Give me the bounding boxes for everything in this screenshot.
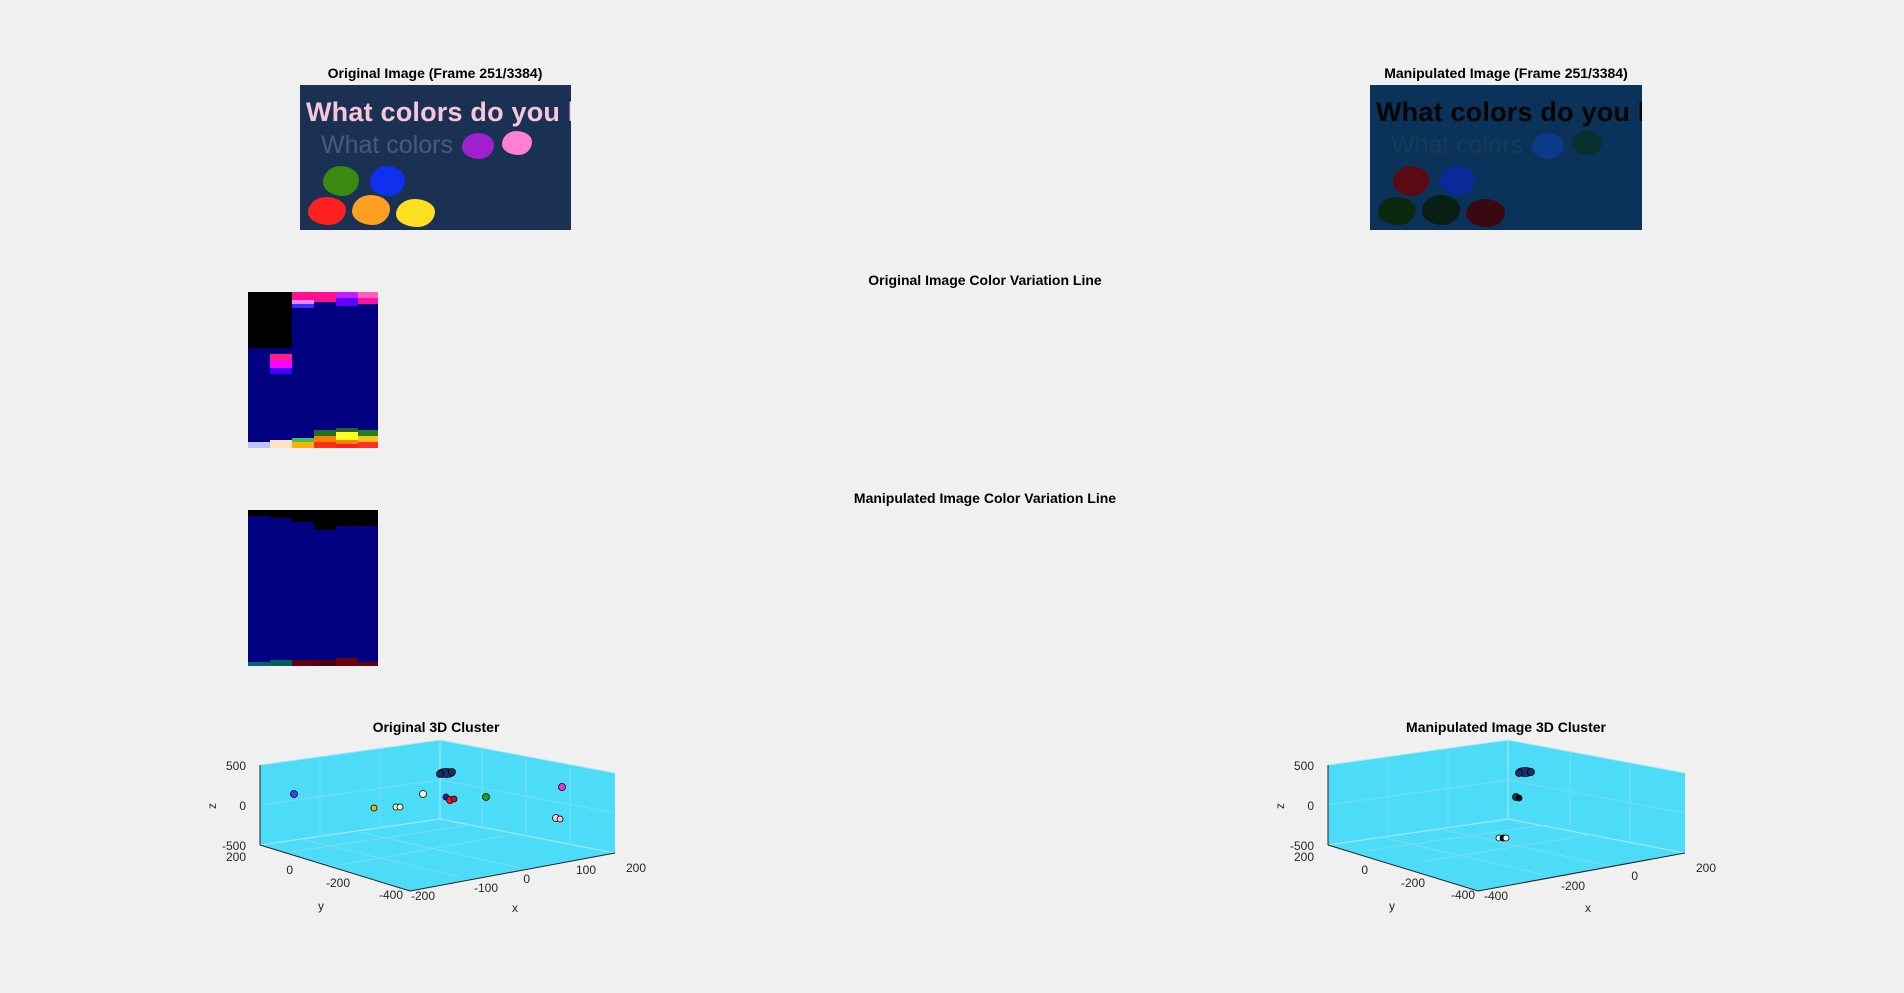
original-image-subheading-text: What colors — [321, 131, 453, 159]
y-tick-neg400: -400 — [1451, 888, 1475, 902]
manipulated-image: What colors do you like? What colors — [1370, 85, 1642, 230]
axes-box — [259, 739, 616, 892]
dark-blue-blob — [1532, 133, 1564, 159]
original-image: What colors do you like? What colors — [300, 85, 571, 230]
y-axis-labels: 200 0 -200 -400 y — [226, 850, 403, 913]
dark-green-blob — [1378, 197, 1416, 225]
x-axis-label: x — [1585, 901, 1591, 915]
z-axis-labels: 500 0 -500 z — [205, 759, 246, 853]
y-tick-200: 200 — [226, 850, 246, 864]
manipulated-color-variation-line — [248, 510, 378, 666]
y-axis-label: y — [1389, 899, 1395, 913]
dark-teal-blob — [1572, 131, 1602, 155]
x-tick-100: 100 — [576, 863, 596, 877]
x-tick-0: 0 — [1631, 869, 1638, 883]
y-axis-labels: 200 0 -200 -400 y — [1294, 850, 1475, 913]
x-tick-neg400: -400 — [1484, 889, 1508, 903]
original-line-title: Original Image Color Variation Line — [868, 272, 1102, 288]
orange-blob — [352, 195, 390, 225]
z-axis-labels: 500 0 -500 z — [1273, 759, 1314, 853]
y-tick-200: 200 — [1294, 850, 1314, 864]
blue-blob — [1440, 166, 1475, 196]
purple-blob — [462, 133, 494, 159]
x-tick-neg200: -200 — [1561, 879, 1585, 893]
y-tick-neg200: -200 — [326, 876, 350, 890]
z-axis-label: z — [205, 803, 219, 809]
y-tick-0: 0 — [1361, 863, 1368, 877]
original-3d-cluster-plot: 500 0 -500 z 200 0 -200 -400 y -200 -100… — [205, 739, 646, 915]
y-tick-neg200: -200 — [1401, 876, 1425, 890]
x-tick-0: 0 — [523, 872, 530, 886]
z-tick-neg500: -500 — [1290, 839, 1314, 853]
x-tick-200: 200 — [1696, 861, 1716, 875]
axes-box — [1327, 739, 1686, 892]
original-cluster-title: Original 3D Cluster — [372, 719, 500, 735]
x-axis-labels: -400 -200 0 200 x — [1484, 861, 1716, 915]
original-color-variation-line — [248, 292, 378, 448]
yellow-blob — [396, 199, 435, 227]
z-tick-0: 0 — [1307, 799, 1314, 813]
x-axis-label: x — [512, 901, 518, 915]
z-tick-neg500: -500 — [222, 839, 246, 853]
x-tick-neg100: -100 — [474, 881, 498, 895]
data-points — [290, 768, 566, 823]
x-axis-labels: -200 -100 0 100 200 x — [411, 861, 646, 915]
maroon-blob — [1466, 199, 1505, 227]
z-axis-label: z — [1273, 803, 1287, 809]
y-tick-neg400: -400 — [379, 888, 403, 902]
pink-blob — [502, 131, 532, 155]
manipulated-image-title: Manipulated Image (Frame 251/3384) — [1384, 65, 1628, 81]
original-image-heading-text: What colors do you like? — [306, 97, 571, 127]
y-axis-label: y — [318, 899, 324, 913]
x-tick-neg200: -200 — [411, 889, 435, 903]
manipulated-line-title: Manipulated Image Color Variation Line — [853, 490, 1117, 506]
data-points — [1495, 767, 1535, 842]
manipulated-3d-cluster-plot: 500 0 -500 z 200 0 -200 -400 y -400 -200… — [1273, 739, 1716, 915]
blue-blob — [370, 166, 405, 196]
manipulated-image-heading-text: What colors do you like? — [1376, 97, 1642, 127]
red-blob — [308, 197, 346, 225]
manipulated-cluster-title: Manipulated Image 3D Cluster — [1406, 719, 1606, 735]
z-tick-0: 0 — [239, 799, 246, 813]
dark-red-blob — [1393, 166, 1429, 196]
z-tick-500: 500 — [1294, 759, 1314, 773]
x-tick-200: 200 — [626, 861, 646, 875]
very-dark-green-blob — [1422, 195, 1460, 225]
y-tick-0: 0 — [286, 863, 293, 877]
manipulated-image-subheading-text: What colors — [1391, 131, 1523, 159]
original-image-title: Original Image (Frame 251/3384) — [327, 65, 543, 81]
green-blob — [323, 166, 359, 196]
z-tick-500: 500 — [226, 759, 246, 773]
